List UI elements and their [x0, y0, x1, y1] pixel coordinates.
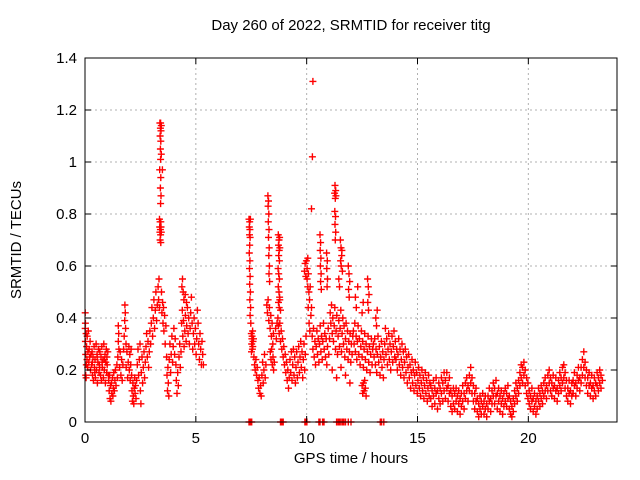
data-points-srmtid — [81, 77, 606, 426]
plot-frame — [84, 57, 618, 423]
x-tick-label: 5 — [192, 430, 200, 447]
y-tick-label: 0.8 — [56, 206, 77, 223]
y-tick-label: 1 — [69, 154, 77, 171]
y-tick-label: 0.2 — [56, 362, 77, 379]
y-tick-label: 1.4 — [56, 50, 77, 67]
y-tick-label: 0.4 — [56, 310, 77, 327]
y-tick-label: 0 — [69, 414, 77, 431]
x-tick-label: 20 — [520, 430, 537, 447]
x-tick-label: 15 — [409, 430, 426, 447]
y-tick-label: 1.2 — [56, 102, 77, 119]
x-axis-label: GPS time / hours — [293, 450, 409, 467]
y-tick-label: 0.6 — [56, 258, 77, 275]
y-axis-label: SRMTID / TECUs — [8, 180, 25, 300]
x-tick-label: 0 — [81, 430, 89, 447]
chart-title: Day 260 of 2022, SRMTID for receiver tit… — [211, 17, 491, 34]
x-tick-label: 10 — [298, 430, 315, 447]
